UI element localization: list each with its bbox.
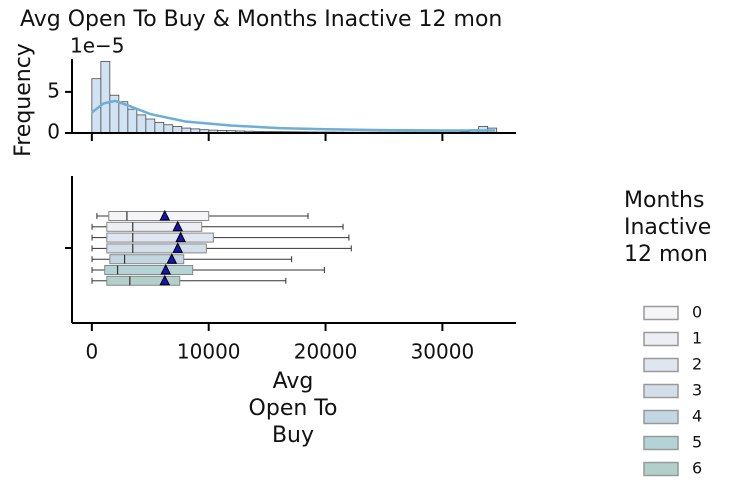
legend-label: 6 bbox=[692, 459, 702, 478]
box bbox=[104, 265, 194, 275]
legend-label: 1 bbox=[692, 329, 702, 348]
legend-label: 0 bbox=[692, 303, 702, 322]
histogram-bar bbox=[163, 124, 174, 134]
mean-marker bbox=[160, 263, 172, 275]
box bbox=[106, 275, 181, 286]
x-tick-label: 0 bbox=[85, 340, 98, 364]
histogram-bar bbox=[145, 118, 156, 134]
mean-marker bbox=[175, 231, 186, 243]
kde-line bbox=[91, 99, 495, 132]
y-tick-label: 5 bbox=[47, 78, 60, 102]
legend-swatch bbox=[643, 461, 679, 477]
legend-label: 5 bbox=[692, 433, 702, 452]
histogram-bar bbox=[100, 61, 111, 134]
legend-swatch bbox=[643, 409, 679, 425]
x-tick-label: 30000 bbox=[411, 340, 475, 364]
box bbox=[106, 221, 203, 232]
y-tick-label: 0 bbox=[47, 120, 60, 144]
mean-marker bbox=[166, 253, 178, 264]
box bbox=[109, 254, 185, 265]
legend-label: 3 bbox=[692, 381, 702, 400]
x-tick-label: 10000 bbox=[177, 340, 241, 364]
box bbox=[106, 243, 207, 254]
legend-label: 2 bbox=[692, 355, 702, 374]
legend-swatch bbox=[643, 435, 679, 451]
legend-label: 4 bbox=[692, 407, 702, 426]
legend-swatch bbox=[643, 383, 679, 399]
mean-marker bbox=[159, 274, 171, 286]
box bbox=[106, 232, 214, 243]
box bbox=[108, 211, 210, 221]
x-tick-label: 20000 bbox=[294, 340, 358, 364]
histogram-bar bbox=[127, 108, 138, 134]
legend-swatch bbox=[643, 357, 679, 373]
mean-marker bbox=[172, 220, 184, 232]
legend-title: Months Inactive 12 mon bbox=[624, 188, 712, 267]
histogram-bar bbox=[118, 101, 129, 134]
mean-marker bbox=[159, 209, 171, 221]
x-axis-label: Avg Open To Buy bbox=[248, 369, 338, 448]
histogram-bar bbox=[154, 121, 165, 134]
chart-title: Avg Open To Buy & Months Inactive 12 mon bbox=[20, 7, 502, 32]
mean-marker bbox=[172, 242, 184, 253]
legend-swatch bbox=[643, 305, 679, 321]
y-scale-label: 1e−5 bbox=[70, 34, 125, 58]
y-axis-label: Frequency bbox=[11, 43, 36, 157]
histogram-bar bbox=[136, 114, 147, 134]
legend-swatch bbox=[643, 331, 679, 347]
